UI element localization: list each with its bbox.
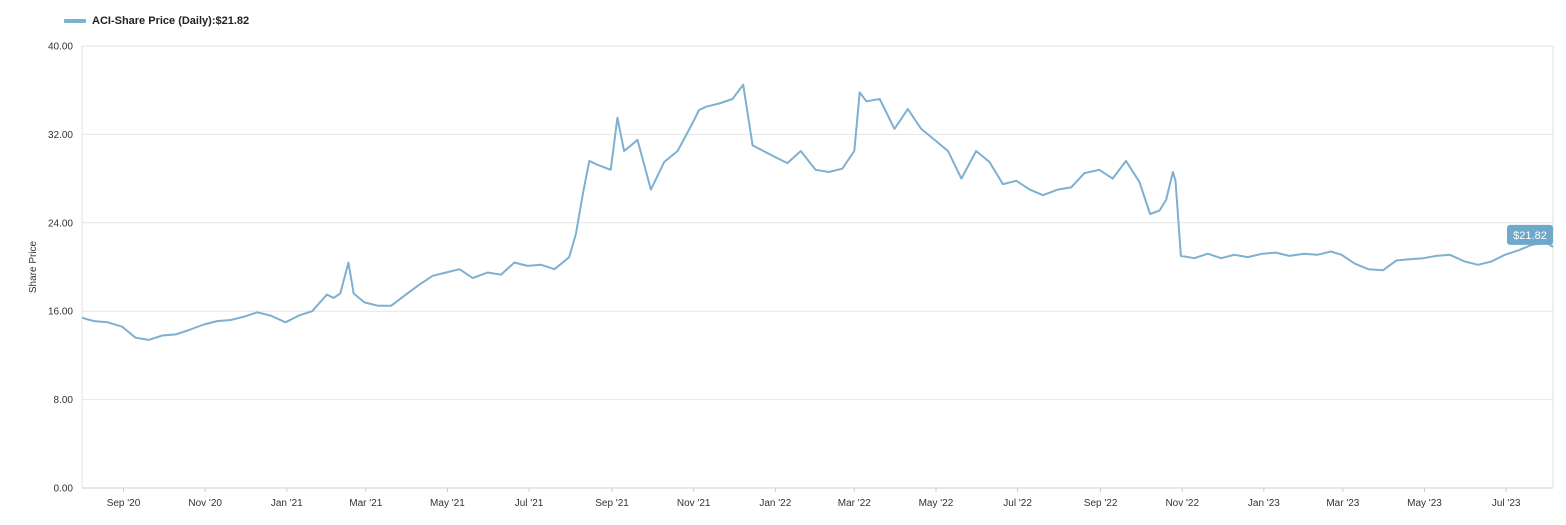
x-tick-label: Jul '23 (1492, 498, 1521, 509)
legend-series-value: $21.82 (215, 15, 250, 27)
x-tick-label: Nov '22 (1165, 498, 1199, 509)
y-tick-label: 8.00 (54, 395, 74, 406)
y-tick-label: 32.00 (48, 130, 73, 141)
y-tick-label: 24.00 (48, 218, 73, 229)
y-tick-label: 0.00 (54, 484, 74, 495)
legend-swatch (64, 19, 86, 23)
x-tick-label: Nov '21 (677, 498, 711, 509)
y-axis: 0.00 8.00 16.00 24.00 32.00 40.00 (48, 42, 73, 495)
last-value-label: $21.82 (1513, 230, 1547, 242)
x-tick-label: May '23 (1407, 498, 1442, 509)
y-axis-title: Share Price (28, 240, 39, 293)
x-tick-label: Mar '21 (349, 498, 382, 509)
legend-label: ACI-Share Price (Daily):$21.82 (92, 15, 249, 27)
x-tick-label: May '22 (919, 498, 954, 509)
series-line[interactable] (81, 83, 1554, 341)
last-value-callout: $21.82 (1507, 224, 1553, 245)
x-tick-label: Jan '21 (271, 498, 303, 509)
x-tick-label: Mar '23 (1326, 498, 1359, 509)
last-value-box (1507, 224, 1553, 245)
x-tick-label: Jul '21 (515, 498, 544, 509)
x-tick-label: Sep '20 (107, 498, 141, 509)
x-tick-label: May '21 (430, 498, 465, 509)
x-tick-label: Sep '21 (595, 498, 629, 509)
x-tick-label: Jul '22 (1003, 498, 1032, 509)
grid-lines (81, 45, 1554, 489)
x-tick-label: Jan '23 (1248, 498, 1280, 509)
chart-legend[interactable]: ACI-Share Price (Daily):$21.82 (64, 12, 249, 30)
x-tick-label: Jan '22 (759, 498, 791, 509)
x-axis: Sep '20 Nov '20 Jan '21 Mar '21 May '21 Jul '… (107, 488, 1521, 509)
y-tick-label: 40.00 (48, 42, 73, 53)
x-tick-label: Mar '22 (838, 498, 871, 509)
x-tick-label: Nov '20 (188, 498, 222, 509)
y-tick-label: 16.00 (48, 307, 73, 318)
legend-series-name: ACI-Share Price (Daily): (92, 15, 216, 27)
x-tick-label: Sep '22 (1084, 498, 1118, 509)
